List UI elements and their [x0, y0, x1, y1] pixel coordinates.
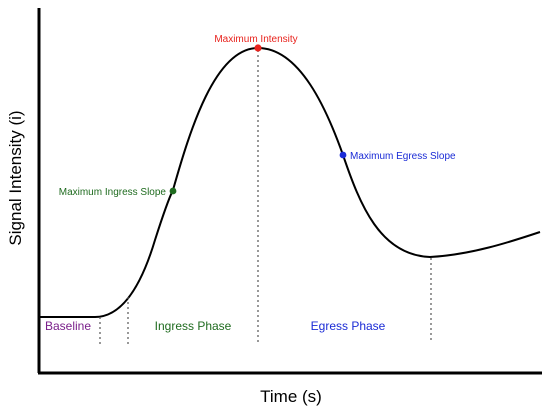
maximum-intensity-label: Maximum Intensity: [214, 34, 297, 45]
maximum-ingress-slope-point: [169, 187, 177, 195]
baseline-phase-label: Baseline: [45, 319, 91, 333]
x-axis-label: Time (s): [260, 387, 322, 406]
ingress-phase-label: Ingress Phase: [155, 319, 232, 333]
maximum-intensity-point: [254, 44, 262, 52]
signal-curve: [40, 46, 541, 318]
maximum-egress-slope-point: [339, 151, 347, 159]
y-axis-label: Signal Intensity (i): [6, 110, 25, 245]
maximum-egress-slope-label: Maximum Egress Slope: [350, 151, 456, 162]
maximum-ingress-slope-label: Maximum Ingress Slope: [59, 187, 167, 198]
egress-phase-label: Egress Phase: [311, 319, 386, 333]
